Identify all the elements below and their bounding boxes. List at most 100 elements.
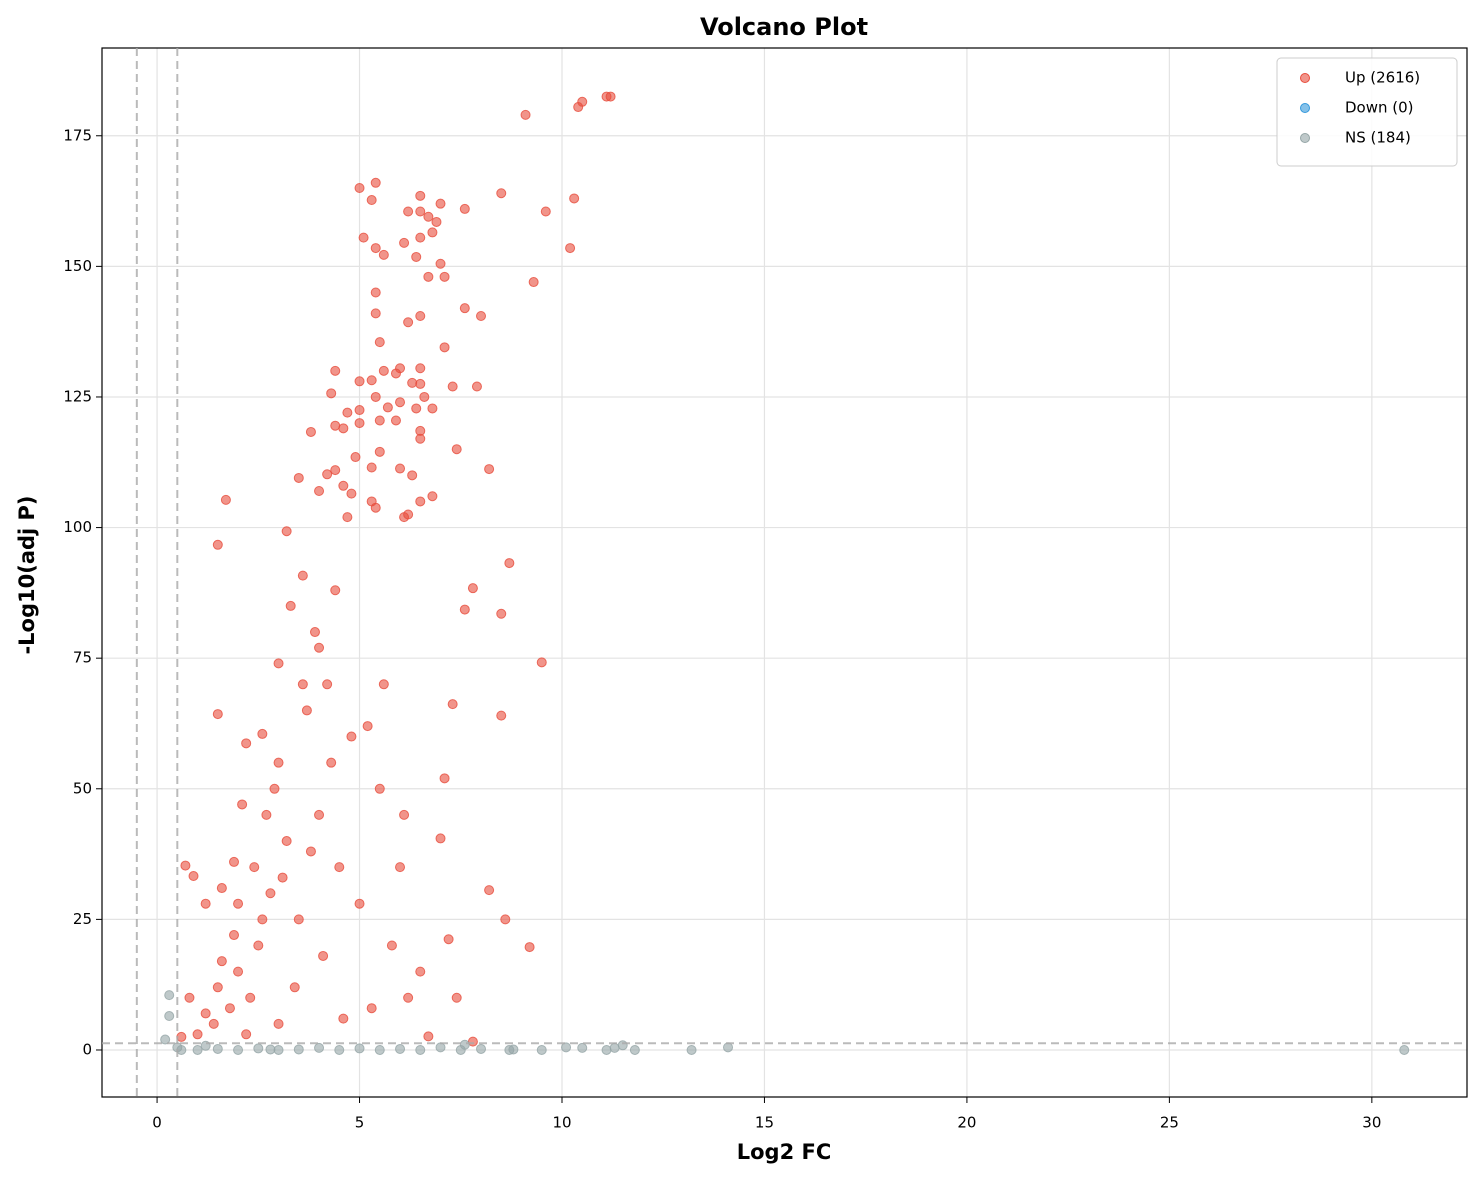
point bbox=[334, 1044, 345, 1055]
legend-marker bbox=[1300, 133, 1310, 143]
point bbox=[293, 472, 304, 483]
point bbox=[265, 1044, 276, 1055]
point bbox=[435, 1042, 446, 1053]
x-tick-label: 10 bbox=[552, 1114, 571, 1132]
point bbox=[415, 496, 426, 507]
point bbox=[342, 512, 353, 523]
point bbox=[180, 860, 191, 871]
point bbox=[273, 757, 284, 768]
legend-marker bbox=[1300, 73, 1310, 83]
point bbox=[164, 1011, 175, 1022]
point bbox=[435, 258, 446, 269]
point bbox=[366, 1003, 377, 1014]
point bbox=[237, 799, 248, 810]
point bbox=[447, 699, 458, 710]
point bbox=[415, 433, 426, 444]
point bbox=[540, 206, 551, 217]
point bbox=[192, 1029, 203, 1040]
point bbox=[281, 836, 292, 847]
point bbox=[415, 1044, 426, 1055]
point bbox=[370, 308, 381, 319]
point bbox=[629, 1044, 640, 1055]
point bbox=[273, 658, 284, 669]
point bbox=[261, 809, 272, 820]
point bbox=[459, 604, 470, 615]
point bbox=[188, 871, 199, 882]
x-tick-label: 25 bbox=[1160, 1114, 1179, 1132]
point bbox=[346, 731, 357, 742]
point bbox=[253, 940, 264, 951]
point bbox=[314, 642, 325, 653]
point bbox=[249, 862, 260, 873]
point bbox=[293, 1044, 304, 1055]
point bbox=[314, 809, 325, 820]
x-tick-label: 15 bbox=[755, 1114, 774, 1132]
point bbox=[390, 415, 401, 426]
y-tick-label: 100 bbox=[63, 518, 92, 536]
point bbox=[439, 773, 450, 784]
point bbox=[314, 486, 325, 497]
point bbox=[476, 1043, 487, 1054]
point bbox=[318, 950, 329, 961]
point bbox=[354, 898, 365, 909]
point bbox=[330, 365, 341, 376]
point bbox=[233, 1044, 244, 1055]
legend: Up (2616) Down (0) NS (184) bbox=[1276, 57, 1458, 167]
point bbox=[354, 183, 365, 194]
point bbox=[269, 783, 280, 794]
point bbox=[338, 423, 349, 434]
point bbox=[200, 898, 211, 909]
point bbox=[467, 583, 478, 594]
y-tick-label: 0 bbox=[82, 1040, 92, 1058]
point bbox=[374, 415, 385, 426]
legend-box bbox=[1276, 57, 1458, 167]
point bbox=[399, 809, 410, 820]
point bbox=[617, 1040, 628, 1051]
point bbox=[451, 992, 462, 1003]
point bbox=[374, 1044, 385, 1055]
point bbox=[415, 363, 426, 374]
x-axis-label: Log2 FC bbox=[737, 1140, 832, 1164]
point bbox=[459, 203, 470, 214]
point bbox=[427, 227, 438, 238]
point bbox=[382, 402, 393, 413]
point bbox=[245, 992, 256, 1003]
point bbox=[395, 1043, 406, 1054]
y-axis-label: -Log10(adj P) bbox=[15, 495, 39, 654]
point bbox=[233, 898, 244, 909]
point bbox=[459, 303, 470, 314]
point bbox=[423, 271, 434, 282]
point bbox=[216, 883, 227, 894]
point bbox=[233, 966, 244, 977]
point bbox=[524, 942, 535, 953]
point bbox=[334, 862, 345, 873]
point bbox=[395, 862, 406, 873]
point bbox=[358, 232, 369, 243]
point bbox=[322, 679, 333, 690]
point bbox=[439, 342, 450, 353]
point bbox=[508, 1044, 519, 1055]
legend-marker bbox=[1300, 103, 1310, 113]
point bbox=[216, 956, 227, 967]
point bbox=[386, 940, 397, 951]
point bbox=[289, 982, 300, 993]
point bbox=[528, 277, 539, 288]
point bbox=[370, 287, 381, 298]
point bbox=[390, 368, 401, 379]
point bbox=[350, 452, 361, 463]
x-tick-label: 5 bbox=[355, 1114, 365, 1132]
y-tick-label: 125 bbox=[63, 387, 92, 405]
y-tick-label: 175 bbox=[63, 126, 92, 144]
point bbox=[484, 885, 495, 896]
point bbox=[277, 872, 288, 883]
point bbox=[723, 1042, 734, 1053]
point bbox=[370, 243, 381, 254]
plot-frame bbox=[101, 47, 1468, 1098]
point bbox=[374, 446, 385, 457]
point bbox=[561, 1042, 572, 1053]
point bbox=[293, 914, 304, 925]
point bbox=[476, 310, 487, 321]
point bbox=[415, 378, 426, 389]
point bbox=[366, 195, 377, 206]
